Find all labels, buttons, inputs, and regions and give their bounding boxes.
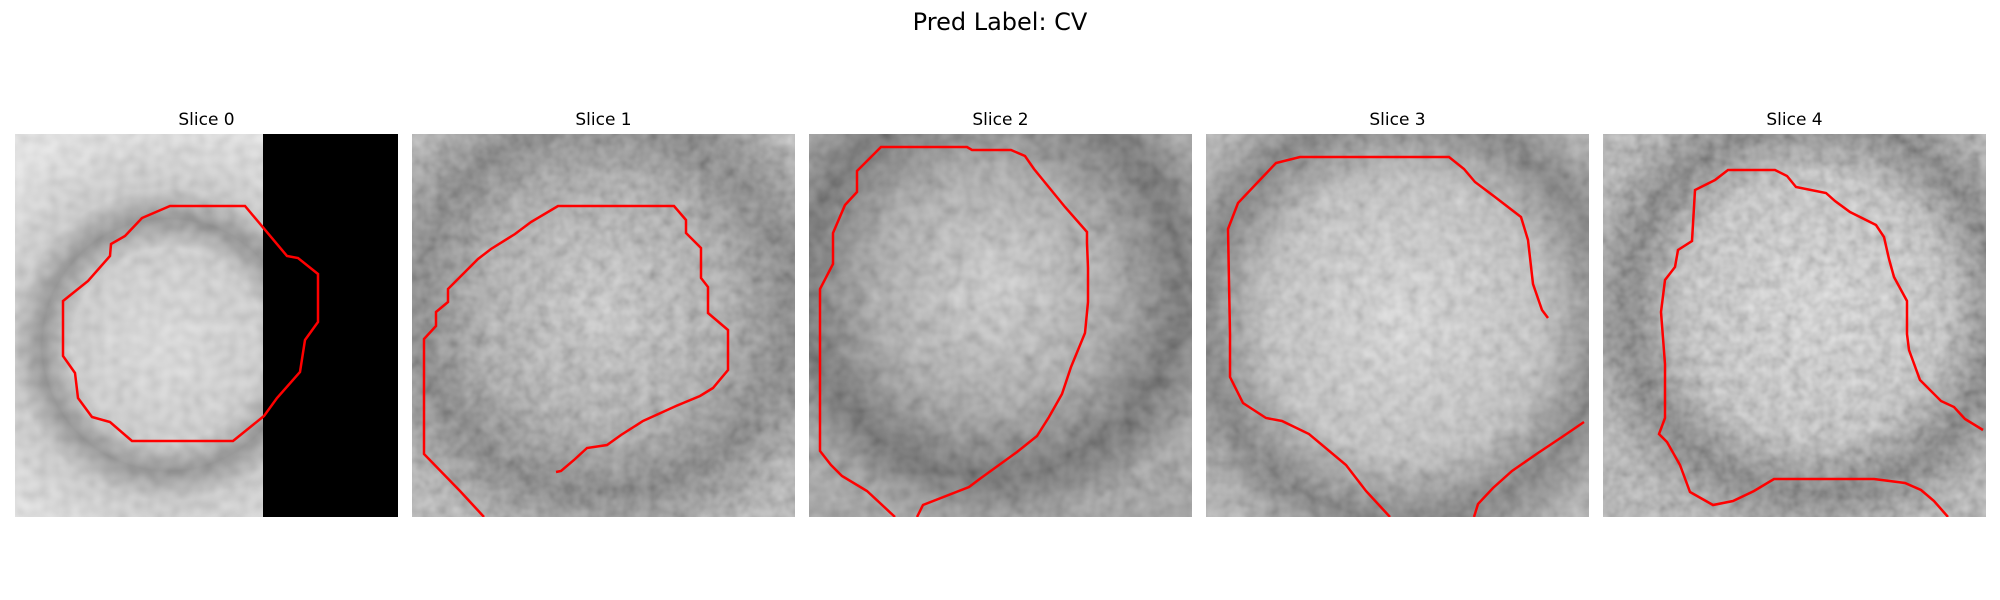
slice-2-panel [809, 134, 1192, 517]
slice-3-title: Slice 3 [1369, 110, 1426, 130]
slice-3-panel [1206, 134, 1589, 517]
slice-4-contour [1657, 168, 1984, 517]
slice-0-panel [15, 134, 398, 517]
slice-0-contour [61, 204, 320, 443]
slice-1-title: Slice 1 [575, 110, 632, 130]
slice-4-panel [1603, 134, 1986, 517]
slice-4-title: Slice 4 [1766, 110, 1823, 130]
slice-1-contour [422, 204, 730, 517]
slice-2-image [809, 134, 1192, 517]
slice-1-image [412, 134, 795, 517]
slice-4-image [1603, 134, 1986, 517]
slice-0-title: Slice 0 [178, 110, 235, 130]
slice-1-panel [412, 134, 795, 517]
slice-3-contour [1226, 155, 1585, 517]
figure-title: Pred Label: CV [912, 8, 1088, 36]
slice-2-title: Slice 2 [972, 110, 1029, 130]
slice-2-contour [818, 145, 1090, 517]
slice-0-image [15, 134, 398, 517]
slice-3-image [1206, 134, 1589, 517]
